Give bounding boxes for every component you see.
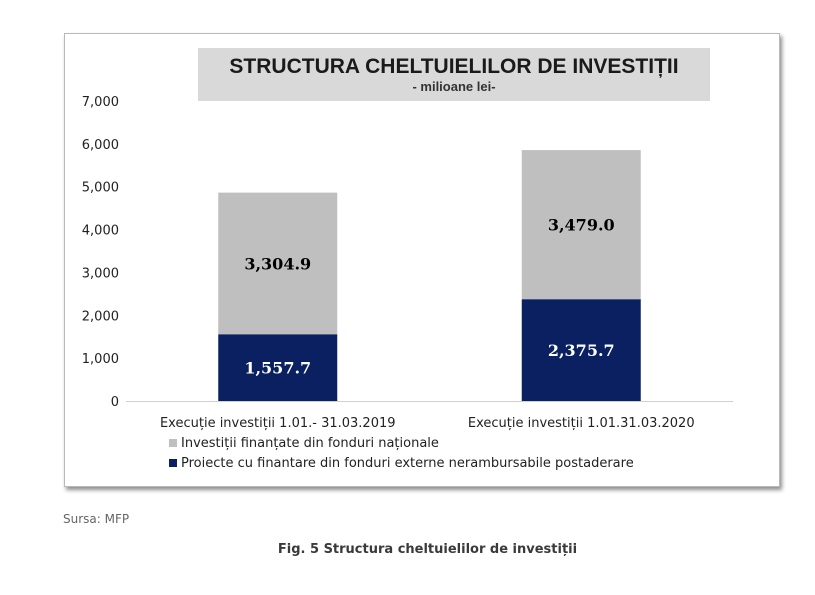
legend-swatch-national (169, 439, 177, 447)
chart-title-box: STRUCTURA CHELTUIELILOR DE INVESTIȚII - … (198, 48, 710, 101)
bar-segment (521, 150, 641, 300)
bar-segment (521, 299, 641, 401)
legend-swatch-external (169, 459, 177, 467)
chart-frame: 0 1,000 2,000 3,000 4,000 5,000 6,000 7,000 1,55… (64, 33, 780, 487)
data-label: 2,375.7 (548, 341, 615, 360)
x-category-label: Execuție investiții 1.01.- 31.03.2019 (160, 416, 396, 431)
legend-entry-national: Investiții finanțate din fonduri naționa… (169, 433, 634, 453)
y-tick-label: 2,000 (82, 309, 119, 324)
bar-segment (218, 334, 338, 401)
y-tick-label: 3,000 (82, 266, 119, 281)
data-label: 3,479.0 (548, 216, 615, 235)
source-note: Sursa: MFP (63, 512, 130, 526)
figure-caption: Fig. 5 Structura cheltuielilor de invest… (277, 542, 578, 557)
y-tick-label: 6,000 (82, 138, 119, 153)
legend-entry-external: Proiecte cu finantare din fonduri extern… (169, 453, 634, 473)
bar-segment (218, 192, 338, 335)
chart-plot: 0 1,000 2,000 3,000 4,000 5,000 6,000 7,000 1,55… (82, 95, 733, 431)
y-tick-label: 0 (111, 395, 119, 410)
chart-subtitle: - milioane lei- (412, 79, 496, 94)
y-tick-label: 4,000 (82, 224, 119, 239)
y-tick-label: 5,000 (82, 181, 119, 196)
chart-title: STRUCTURA CHELTUIELILOR DE INVESTIȚII (229, 55, 679, 78)
data-label: 3,304.9 (244, 254, 311, 273)
chart-legend: Investiții finanțate din fonduri naționa… (169, 433, 634, 473)
data-label: 1,557.7 (244, 359, 311, 378)
legend-label-national: Investiții finanțate din fonduri naționa… (181, 435, 439, 451)
legend-label-external: Proiecte cu finantare din fonduri extern… (181, 455, 634, 471)
y-tick-label: 1,000 (82, 352, 119, 367)
y-tick-label: 7,000 (82, 95, 119, 110)
x-category-label: Execuție investiții 1.01.31.03.2020 (468, 416, 695, 431)
